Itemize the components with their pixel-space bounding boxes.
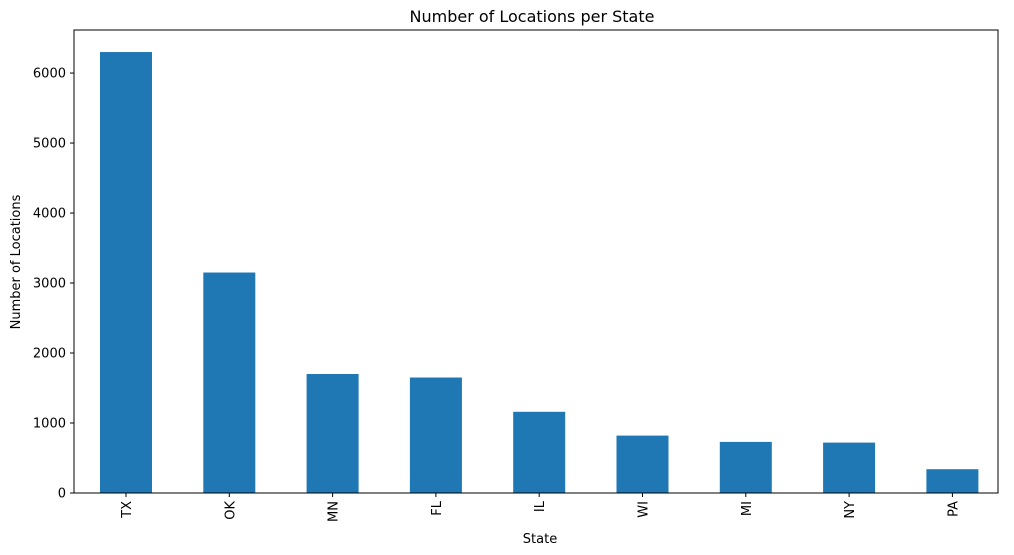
- bar-mi: [719, 441, 772, 493]
- x-tick-label: NY: [843, 501, 858, 519]
- x-tick-label: FL: [430, 500, 445, 515]
- y-tick-label: 0: [58, 487, 66, 502]
- y-tick-label: 6000: [33, 67, 66, 82]
- bar-il: [513, 411, 566, 493]
- y-tick-label: 1000: [33, 417, 66, 432]
- bar-wi: [616, 435, 669, 493]
- x-tick-label: IL: [533, 500, 548, 512]
- x-tick-label: MN: [327, 501, 342, 522]
- bar-tx: [100, 52, 152, 494]
- bar-mn: [306, 374, 359, 493]
- x-tick-label: PA: [946, 501, 961, 517]
- x-tick-label: MI: [740, 501, 755, 516]
- y-tick-label: 2000: [33, 347, 66, 362]
- bar-fl: [409, 377, 462, 493]
- chart-title: Number of Locations per State: [410, 7, 655, 26]
- x-axis-label: State: [523, 532, 557, 547]
- y-tick-label: 3000: [33, 277, 66, 292]
- bar-pa: [926, 469, 979, 493]
- x-tick-label: TX: [120, 501, 135, 519]
- plot-frame: [73, 29, 999, 494]
- y-tick-label: 5000: [33, 137, 66, 152]
- x-tick-label: OK: [223, 501, 238, 520]
- y-axis-ticks: 0 1000 2000 3000 4000 5000 6000: [33, 67, 74, 502]
- y-axis-label: Number of Locations: [9, 194, 24, 329]
- x-tick-label: WI: [637, 501, 652, 518]
- bar-ny: [823, 442, 876, 493]
- bar-ok: [203, 272, 256, 493]
- x-axis-ticks: TX OK MN FL IL WI MI NY PA: [120, 493, 961, 522]
- y-tick-label: 4000: [33, 207, 66, 222]
- bars-group: [100, 52, 979, 494]
